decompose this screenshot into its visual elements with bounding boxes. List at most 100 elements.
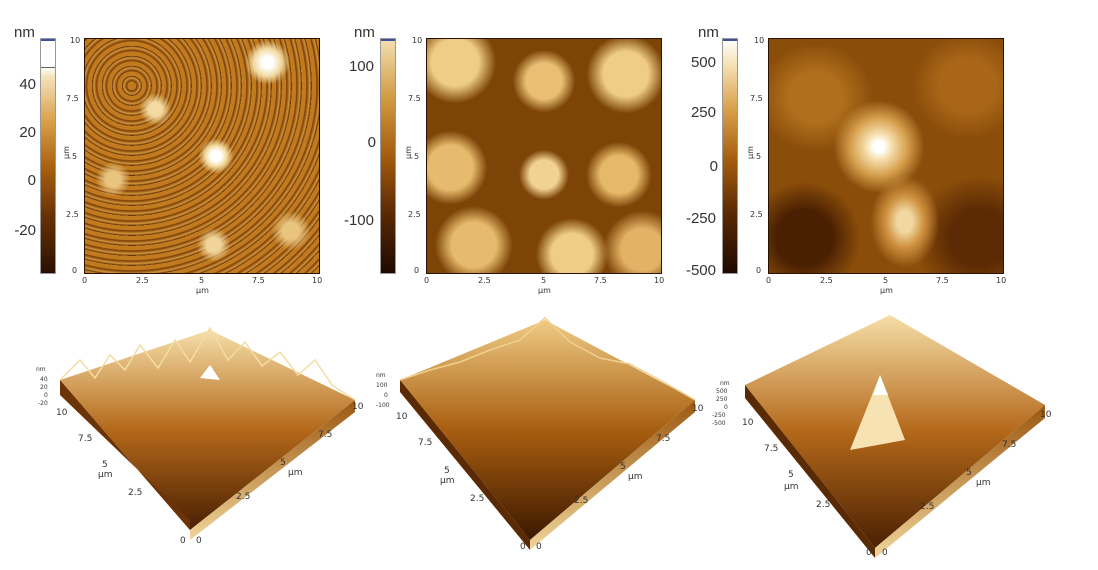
surface-peak-1 bbox=[200, 365, 220, 380]
y-tick-3d: 7.5 bbox=[78, 434, 93, 444]
surface-side-right-2 bbox=[530, 400, 695, 550]
x-tick: 5 bbox=[541, 276, 547, 285]
y-tick: 5 bbox=[756, 152, 762, 161]
x-tick: 7.5 bbox=[252, 276, 265, 285]
y-tick-3d: 10 bbox=[396, 412, 408, 422]
x-axis-label-3d: μm bbox=[288, 468, 303, 478]
colorbar-tick: 250 bbox=[690, 104, 716, 121]
colorbar-marker-3 bbox=[723, 39, 737, 41]
x-tick-3d: 10 bbox=[692, 404, 704, 414]
colorbar-tick: 0 bbox=[367, 134, 376, 151]
y-tick-3d: 2.5 bbox=[128, 488, 143, 498]
x-axis-label: μm bbox=[880, 286, 893, 295]
colorbar-tick: 0 bbox=[709, 158, 718, 175]
y-tick: 7.5 bbox=[750, 94, 763, 103]
z-axis-unit: nm bbox=[376, 372, 386, 379]
x-tick-3d: 7.5 bbox=[1002, 440, 1017, 450]
x-tick-3d: 10 bbox=[1040, 410, 1052, 420]
x-tick: 7.5 bbox=[936, 276, 949, 285]
colorbar-marker-1b bbox=[41, 67, 55, 68]
y-tick-3d: 0 bbox=[520, 542, 526, 552]
x-tick: 10 bbox=[654, 276, 665, 285]
z-tick: 500 bbox=[716, 388, 728, 395]
x-axis-label: μm bbox=[538, 286, 551, 295]
colorbar-tick: -100 bbox=[343, 212, 374, 229]
z-tick: 20 bbox=[40, 384, 48, 391]
surface-side-right-3 bbox=[875, 405, 1045, 558]
y-tick: 7.5 bbox=[408, 94, 421, 103]
z-axis-unit: nm bbox=[720, 380, 730, 387]
z-tick: 100 bbox=[376, 382, 388, 389]
colorbar-unit-1: nm bbox=[14, 24, 35, 41]
z-axis-unit: nm bbox=[36, 366, 46, 373]
x-axis-label-3d: μm bbox=[628, 472, 643, 482]
surface-peak-3 bbox=[850, 375, 905, 450]
y-tick-3d: 2.5 bbox=[816, 500, 831, 510]
surface-side-right-1 bbox=[190, 400, 355, 540]
x-tick-3d: 10 bbox=[352, 402, 364, 412]
x-tick-3d: 0 bbox=[536, 542, 542, 552]
y-axis-label-3d: μm bbox=[98, 470, 113, 480]
y-tick-3d: 7.5 bbox=[764, 444, 779, 454]
y-tick: 2.5 bbox=[750, 210, 763, 219]
surface-3d-2 bbox=[399, 316, 696, 550]
surface-3d-1 bbox=[59, 326, 356, 540]
x-tick: 2.5 bbox=[136, 276, 149, 285]
z-tick: -20 bbox=[38, 400, 48, 407]
y-tick: 10 bbox=[70, 36, 81, 45]
surface-3d-row bbox=[59, 315, 1045, 558]
x-tick: 10 bbox=[996, 276, 1007, 285]
z-tick: 250 bbox=[716, 396, 728, 403]
y-tick-3d: 5 bbox=[788, 470, 794, 480]
y-tick: 2.5 bbox=[66, 210, 79, 219]
colorbar-tick: 20 bbox=[19, 124, 36, 141]
y-tick: 10 bbox=[754, 36, 765, 45]
x-tick-3d: 2.5 bbox=[236, 492, 251, 502]
y-tick: 10 bbox=[412, 36, 423, 45]
y-tick-3d: 5 bbox=[102, 460, 108, 470]
surface-side-left-3 bbox=[745, 385, 875, 558]
surface-peak-top-3 bbox=[873, 375, 888, 395]
colorbar-tick: 0 bbox=[27, 172, 36, 189]
colorbar-tick: 40 bbox=[19, 76, 36, 93]
y-tick: 7.5 bbox=[66, 94, 79, 103]
x-tick-3d: 7.5 bbox=[318, 430, 333, 440]
y-tick-3d: 0 bbox=[866, 548, 872, 558]
x-tick-3d: 7.5 bbox=[656, 434, 671, 444]
y-tick: 5 bbox=[414, 152, 420, 161]
x-tick: 0 bbox=[82, 276, 88, 285]
y-tick: 0 bbox=[414, 266, 420, 275]
y-axis-label: μm bbox=[61, 146, 71, 159]
x-axis-label-3d: μm bbox=[976, 478, 991, 488]
y-tick-3d: 5 bbox=[444, 466, 450, 476]
x-tick-3d: 5 bbox=[620, 462, 626, 472]
y-tick-3d: 7.5 bbox=[418, 438, 433, 448]
y-tick: 5 bbox=[72, 152, 78, 161]
colorbar-1 bbox=[40, 38, 56, 274]
colorbar-tick: -250 bbox=[685, 210, 716, 227]
afm-height-map-1 bbox=[84, 38, 320, 274]
colorbar-marker-1 bbox=[41, 39, 55, 41]
afm-height-map-2 bbox=[426, 38, 662, 274]
surface-side-left-2 bbox=[400, 380, 530, 550]
z-tick: -250 bbox=[712, 412, 726, 419]
y-axis-label: μm bbox=[403, 146, 413, 159]
z-tick: 40 bbox=[40, 376, 48, 383]
x-tick: 7.5 bbox=[594, 276, 607, 285]
x-tick-3d: 0 bbox=[882, 548, 888, 558]
y-axis-label-3d: μm bbox=[440, 476, 455, 486]
colorbar-unit-2: nm bbox=[354, 24, 375, 41]
z-tick: 0 bbox=[724, 404, 728, 411]
x-tick-3d: 2.5 bbox=[920, 502, 935, 512]
x-tick: 5 bbox=[199, 276, 205, 285]
x-tick: 0 bbox=[766, 276, 772, 285]
colorbar-2 bbox=[380, 38, 396, 274]
y-axis-label: μm bbox=[745, 146, 755, 159]
colorbar-marker-2 bbox=[381, 39, 395, 41]
surface-3d-3 bbox=[745, 315, 1045, 558]
surface-top-2 bbox=[400, 320, 695, 540]
y-tick: 0 bbox=[72, 266, 78, 275]
x-tick-3d: 5 bbox=[280, 458, 286, 468]
colorbar-tick: 500 bbox=[690, 54, 716, 71]
x-tick: 2.5 bbox=[478, 276, 491, 285]
